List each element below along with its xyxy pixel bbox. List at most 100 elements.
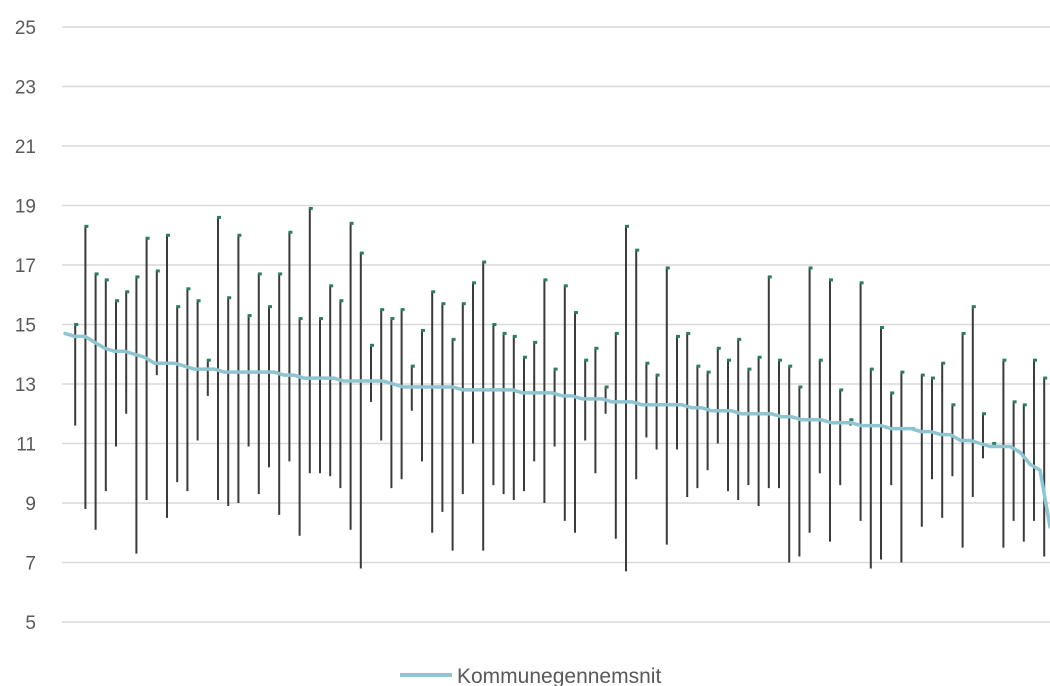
legend-label: Kommunegennemsnit — [457, 665, 661, 686]
range-top-marker — [747, 367, 752, 371]
range-top-marker — [951, 403, 956, 407]
range-top-marker — [931, 376, 935, 380]
range-top-marker — [859, 281, 864, 285]
range-top-marker — [839, 388, 844, 392]
range-top-marker — [74, 323, 79, 326]
range-top-marker — [196, 299, 201, 303]
range-top-marker — [594, 346, 599, 350]
range-top-marker — [614, 331, 619, 335]
range-top-marker — [635, 248, 640, 252]
range-top-marker — [849, 418, 854, 422]
range-top-marker — [370, 343, 374, 347]
range-top-marker — [278, 272, 283, 276]
range-top-marker — [961, 331, 966, 335]
range-bars — [74, 206, 1048, 572]
range-top-marker — [737, 337, 742, 341]
range-top-marker — [716, 346, 721, 350]
range-top-marker — [94, 272, 99, 276]
range-top-marker — [971, 305, 976, 309]
range-top-marker — [217, 215, 221, 219]
range-top-marker — [1033, 358, 1037, 362]
range-top-marker — [145, 236, 150, 240]
range-top-marker — [472, 281, 476, 285]
range-top-marker — [941, 361, 946, 365]
range-top-marker — [227, 296, 232, 300]
range-top-marker — [104, 278, 109, 282]
y-tick-label: 13 — [15, 375, 36, 396]
y-tick-label: 19 — [15, 197, 36, 218]
range-top-marker — [319, 317, 323, 321]
range-top-marker — [288, 230, 293, 234]
range-top-marker — [706, 370, 711, 374]
y-tick-label: 21 — [15, 137, 36, 158]
range-top-marker — [686, 331, 691, 335]
range-top-marker — [533, 340, 538, 344]
range-top-marker — [380, 308, 385, 312]
range-top-marker — [206, 358, 211, 362]
range-top-marker — [900, 370, 905, 374]
range-top-marker — [329, 284, 334, 288]
range-top-marker — [339, 299, 344, 303]
range-top-marker — [553, 367, 558, 371]
range-top-marker — [166, 233, 170, 237]
range-top-marker — [441, 302, 446, 306]
y-tick-label: 9 — [25, 494, 36, 515]
range-top-marker — [1012, 400, 1017, 404]
range-top-marker — [574, 311, 578, 315]
range-top-marker — [451, 337, 456, 341]
range-top-marker — [808, 266, 813, 270]
y-tick-label: 25 — [15, 18, 36, 39]
range-top-marker — [1043, 376, 1048, 380]
range-top-marker — [543, 278, 548, 282]
series-line — [63, 331, 1050, 529]
range-top-marker — [727, 358, 731, 362]
range-top-marker — [604, 385, 609, 389]
range-top-marker — [1022, 403, 1027, 407]
y-tick-label: 11 — [16, 435, 36, 456]
range-top-marker — [869, 367, 874, 371]
range-top-marker — [431, 290, 436, 294]
range-top-marker — [829, 278, 833, 282]
range-top-marker — [349, 221, 354, 225]
range-top-marker — [390, 317, 395, 321]
range-top-marker — [563, 284, 568, 288]
range-top-marker — [625, 224, 629, 228]
range-top-marker — [298, 317, 303, 321]
y-axis-tick-labels: 5 7 9 11 13 15 17 19 21 23 25 — [15, 18, 36, 634]
range-top-marker — [584, 358, 589, 362]
range-top-marker — [523, 355, 527, 359]
range-top-marker — [115, 299, 119, 303]
y-tick-label: 17 — [15, 256, 36, 277]
y-tick-label: 7 — [25, 554, 36, 575]
range-top-marker — [982, 412, 986, 416]
range-top-marker — [359, 251, 364, 255]
range-top-marker — [880, 325, 884, 329]
range-top-marker — [512, 334, 517, 338]
range-top-marker — [268, 305, 272, 309]
range-top-marker — [757, 355, 762, 359]
range-top-marker — [767, 275, 772, 279]
range-top-marker — [257, 272, 262, 276]
range-top-marker — [818, 358, 823, 362]
y-tick-label: 23 — [15, 78, 36, 99]
range-top-marker — [400, 308, 405, 312]
range-top-marker — [676, 334, 680, 338]
range-top-marker — [778, 358, 782, 362]
range-top-marker — [645, 361, 650, 365]
range-top-marker — [696, 364, 701, 368]
range-top-marker — [992, 442, 997, 445]
range-top-marker — [186, 287, 191, 291]
range-top-marker — [84, 224, 89, 228]
y-tick-label: 5 — [25, 613, 36, 634]
range-top-marker — [492, 323, 497, 326]
range-top-marker — [890, 391, 895, 395]
range-top-marker — [176, 305, 181, 309]
range-top-marker — [410, 364, 415, 368]
gridlines — [62, 26, 1050, 623]
range-top-marker — [665, 266, 670, 270]
range-top-marker — [502, 331, 507, 335]
range-top-marker — [135, 275, 140, 279]
y-tick-label: 15 — [15, 316, 36, 337]
range-top-marker — [920, 373, 925, 377]
